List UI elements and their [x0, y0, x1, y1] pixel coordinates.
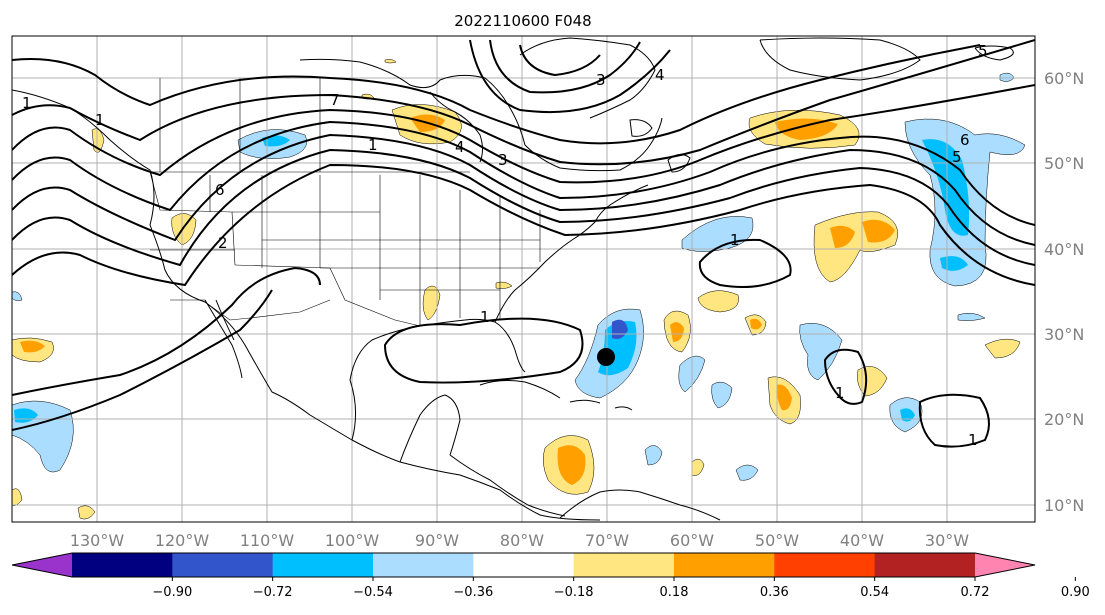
storm-center-marker	[597, 348, 615, 366]
map-title: 2022110600 F048	[454, 12, 591, 30]
map-panel: 1 1 1 2 3 3 4 4 5 5 6 6 7 1 1 1 1	[12, 36, 1035, 522]
geopotential-contours	[12, 39, 1035, 448]
contour-label: 4	[655, 66, 665, 84]
colorbar-under-arrow	[12, 553, 72, 577]
colorbar-tick-label: −0.90	[152, 585, 192, 600]
contour-label: 4	[455, 138, 465, 156]
coastlines	[12, 37, 1014, 521]
lon-tick-label: 30°W	[925, 531, 969, 550]
contour-label: 1	[480, 308, 490, 326]
lon-tick-label: 120°W	[155, 531, 210, 550]
contour-label: 1	[95, 111, 105, 129]
contour-label: 7	[330, 91, 340, 109]
contour-label: 3	[498, 151, 508, 169]
colorbar-over-arrow	[975, 553, 1035, 577]
contour-label: 6	[960, 131, 970, 149]
contour-label: 1	[22, 94, 32, 112]
lon-tick-label: 70°W	[585, 531, 629, 550]
colorbar-tick-label: 0.72	[961, 585, 990, 600]
contour-label: 5	[952, 148, 962, 166]
colorbar-bin	[874, 553, 976, 577]
colorbar-tick-label: 0.18	[660, 585, 689, 600]
contour-label: 1	[835, 384, 845, 402]
lon-tick-label: 100°W	[325, 531, 380, 550]
colorbar-bin	[272, 553, 374, 577]
contour-label: 3	[596, 71, 606, 89]
colorbar-bin	[172, 553, 274, 577]
colorbar-bin	[373, 553, 474, 577]
lat-tick-label: 60°N	[1044, 69, 1084, 88]
contour-label: 5	[978, 42, 988, 60]
lat-tick-label: 10°N	[1044, 496, 1084, 515]
colorbar-bin	[674, 553, 775, 577]
colorbar-bin	[72, 553, 173, 577]
lat-tick-label: 50°N	[1044, 154, 1084, 173]
colorbar-tick-label: −0.18	[554, 585, 594, 600]
colorbar-tick-label: −0.36	[453, 585, 493, 600]
contour-label: 1	[968, 431, 978, 449]
latitude-axis: 60°N 50°N 40°N 30°N 20°N 10°N	[1044, 69, 1084, 515]
colorbar-tick-label: −0.54	[353, 585, 393, 600]
map-frame	[11, 35, 1036, 523]
lon-tick-label: 60°W	[670, 531, 714, 550]
lon-tick-label: 50°W	[755, 531, 799, 550]
colorbar-tick-label: 0.54	[860, 585, 889, 600]
lat-tick-label: 20°N	[1044, 410, 1084, 429]
colorbar-bin	[774, 553, 876, 577]
contour-label: 1	[368, 136, 378, 154]
contour-label: 1	[730, 231, 740, 249]
lon-tick-label: 40°W	[840, 531, 884, 550]
longitude-axis: 130°W 120°W 110°W 100°W 90°W 80°W 70°W 6…	[70, 531, 969, 550]
lat-tick-label: 40°N	[1044, 240, 1084, 259]
colorbar-bin	[573, 553, 675, 577]
lon-tick-label: 80°W	[500, 531, 544, 550]
colorbar-bin	[473, 553, 575, 577]
colorbar-tick-label: −0.72	[253, 585, 293, 600]
colorbar-tick-label: 0.90	[1061, 585, 1090, 600]
graticule	[12, 36, 1035, 522]
lon-tick-label: 110°W	[240, 531, 295, 550]
lat-tick-label: 30°N	[1044, 325, 1084, 344]
colorbar: −0.90 −0.72 −0.54 −0.36 −0.18 0.18 0.36 0.54 0.7…	[11, 552, 1090, 600]
lon-tick-label: 90°W	[415, 531, 459, 550]
colorbar-tick-label: 0.36	[760, 585, 789, 600]
contour-label: 2	[218, 234, 228, 252]
colorbar-outline	[11, 552, 1036, 578]
lon-tick-label: 130°W	[70, 531, 125, 550]
contour-labels: 1 1 1 2 3 3 4 4 5 5 6 6 7 1 1 1 1	[22, 42, 988, 449]
contour-label: 6	[215, 181, 225, 199]
